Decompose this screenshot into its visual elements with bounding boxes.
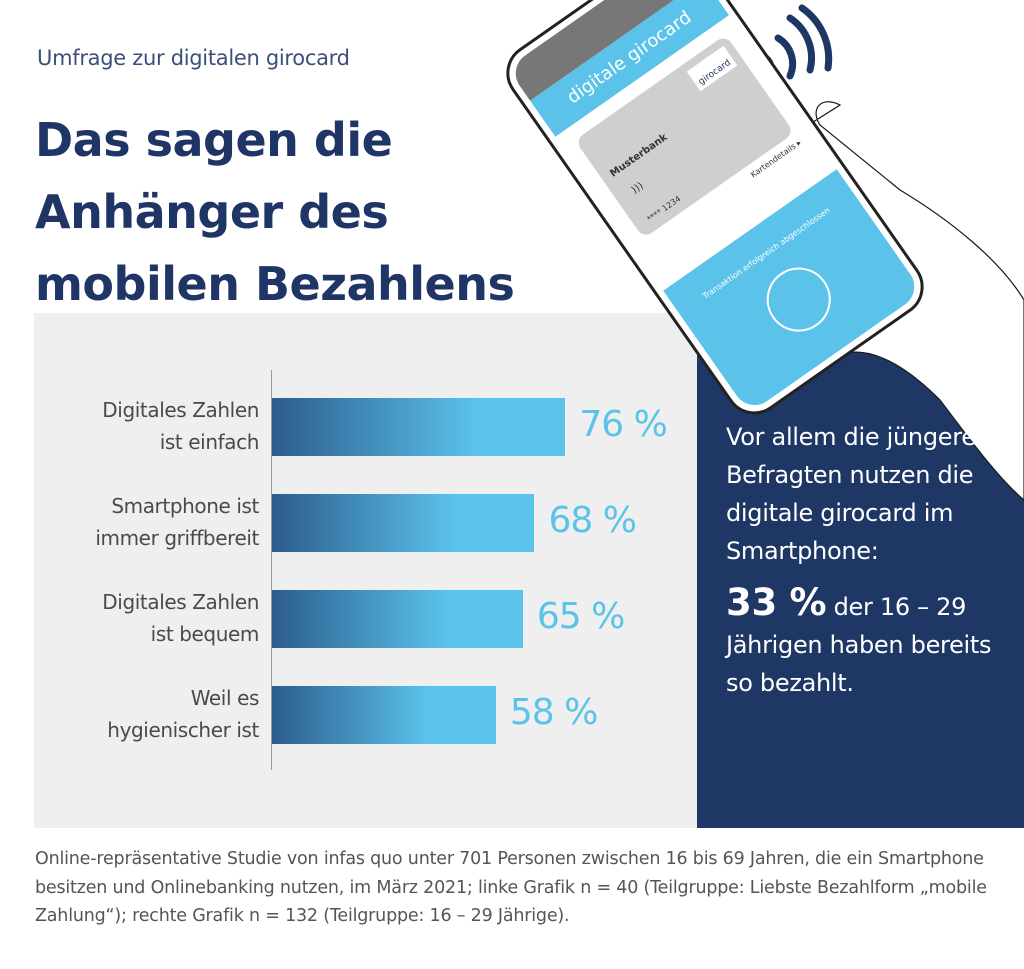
y-axis-line xyxy=(271,370,272,770)
footnote: Online-repräsentative Studie von infas q… xyxy=(35,849,987,926)
category-label: Smartphone ist immer griffbereit xyxy=(95,494,259,550)
page-title: Das sagen die Anhänger des mobilen Bezah… xyxy=(35,113,515,311)
info-text: Vor allem die jüngeren Befragten nutzen … xyxy=(726,418,1006,702)
value-label: 58 % xyxy=(509,692,598,733)
value-label: 65 % xyxy=(536,596,625,637)
bar xyxy=(272,590,523,648)
bar xyxy=(272,494,535,552)
contactless-icon: ))) xyxy=(629,180,646,197)
bar xyxy=(272,398,566,456)
bar-chart: Digitales Zahlen ist einfach 76 % Smartpho… xyxy=(34,313,697,828)
category-label: Digitales Zahlen ist bequem xyxy=(102,590,259,646)
category-label: Weil es hygienischer ist xyxy=(107,686,259,742)
bar xyxy=(272,686,496,744)
checkmark-icon xyxy=(754,255,844,345)
info-intro: Vor allem die jüngeren Befragten nutzen … xyxy=(726,423,991,565)
card-number: **** 1234 xyxy=(645,194,683,224)
bank-name: Musterbank xyxy=(608,131,670,180)
girocard-logo: girocard xyxy=(686,45,738,92)
kicker: Umfrage zur digitalen girocard xyxy=(37,46,350,70)
value-label: 76 % xyxy=(579,404,667,445)
value-label: 68 % xyxy=(548,500,636,541)
info-rest: der 16 – 29 Jährigen haben bereits so be… xyxy=(726,593,992,697)
highlight-value: 33 % xyxy=(726,581,827,624)
category-label: Digitales Zahlen ist einfach xyxy=(102,398,259,454)
